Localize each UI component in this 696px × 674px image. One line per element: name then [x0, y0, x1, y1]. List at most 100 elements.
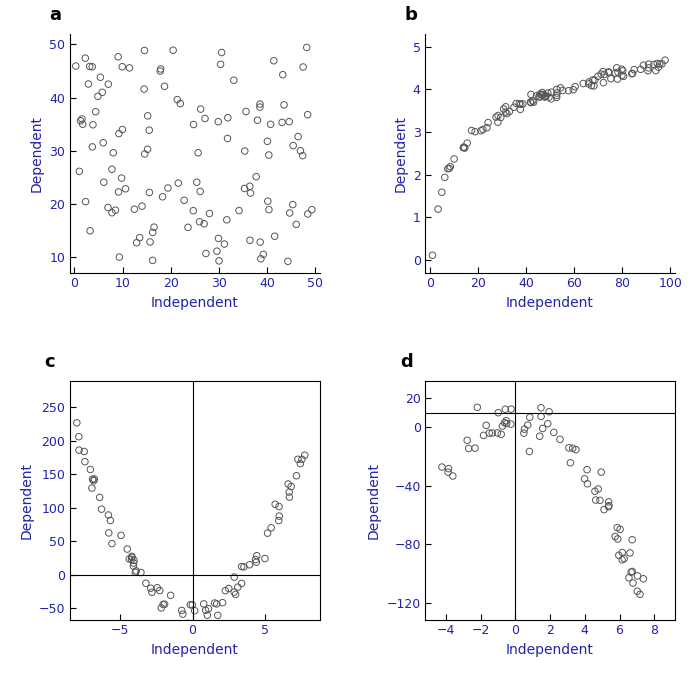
Point	[128, 561, 139, 572]
Point	[458, 142, 469, 152]
Point	[103, 528, 114, 539]
Point	[617, 547, 628, 558]
Point	[222, 133, 233, 144]
Text: c: c	[45, 353, 55, 371]
Point	[603, 67, 614, 78]
Point	[292, 131, 303, 142]
Point	[444, 163, 455, 174]
Y-axis label: Dependent: Dependent	[393, 115, 407, 192]
Point	[617, 65, 628, 76]
Point	[615, 524, 626, 534]
Point	[535, 89, 546, 100]
Point	[236, 578, 247, 589]
Point	[172, 94, 183, 105]
Point	[306, 204, 317, 215]
Point	[126, 552, 137, 563]
Point	[519, 428, 530, 439]
Point	[134, 233, 145, 243]
Point	[626, 566, 638, 577]
Point	[124, 553, 135, 564]
Point	[98, 177, 109, 187]
Point	[618, 71, 629, 82]
Point	[103, 510, 114, 520]
Point	[538, 89, 549, 100]
Point	[624, 547, 635, 558]
Point	[626, 534, 638, 545]
Point	[284, 208, 295, 218]
Point	[252, 115, 263, 125]
Point	[643, 63, 654, 73]
Point	[546, 87, 557, 98]
Point	[603, 500, 615, 511]
Point	[203, 603, 214, 614]
Point	[475, 125, 487, 136]
Point	[130, 567, 141, 578]
Point	[555, 82, 566, 93]
Point	[185, 599, 196, 610]
Point	[492, 427, 503, 438]
Point	[244, 181, 255, 191]
Point	[155, 63, 166, 74]
Point	[632, 586, 643, 596]
Point	[80, 196, 91, 207]
Point	[459, 143, 470, 154]
Point	[131, 237, 142, 248]
Point	[583, 77, 594, 88]
Point	[274, 511, 285, 522]
Point	[274, 501, 285, 512]
Point	[484, 428, 495, 439]
Point	[296, 454, 308, 465]
Point	[443, 467, 454, 478]
Y-axis label: Dependent: Dependent	[30, 115, 44, 192]
Point	[525, 96, 536, 107]
Point	[200, 113, 211, 124]
Point	[269, 231, 280, 242]
Point	[427, 250, 438, 261]
Point	[295, 146, 306, 156]
Point	[546, 94, 557, 104]
Point	[79, 456, 90, 467]
Point	[147, 227, 158, 238]
Point	[116, 530, 127, 541]
Point	[542, 88, 553, 98]
Point	[215, 59, 226, 69]
Point	[463, 443, 474, 454]
Point	[594, 495, 606, 506]
Point	[162, 183, 173, 193]
Point	[142, 144, 153, 154]
Point	[108, 148, 119, 158]
Point	[102, 202, 113, 213]
Point	[632, 570, 643, 581]
Point	[563, 86, 574, 96]
Point	[71, 417, 82, 428]
Point	[113, 187, 124, 197]
Point	[590, 75, 601, 86]
Point	[124, 63, 135, 73]
Point	[493, 407, 504, 418]
Point	[254, 102, 265, 113]
Point	[269, 499, 280, 510]
Point	[612, 73, 623, 84]
Point	[283, 256, 294, 267]
Point	[537, 87, 548, 98]
Point	[651, 632, 662, 642]
Point	[500, 404, 511, 415]
Point	[120, 183, 131, 194]
Point	[244, 235, 255, 245]
Point	[469, 443, 480, 454]
Point	[156, 603, 167, 613]
Point	[592, 71, 603, 82]
Point	[168, 45, 179, 56]
Point	[610, 531, 621, 542]
Point	[200, 605, 211, 615]
Point	[592, 483, 603, 494]
X-axis label: Independent: Independent	[506, 296, 594, 310]
Point	[240, 106, 251, 117]
Point	[525, 89, 537, 100]
Point	[258, 249, 269, 259]
Point	[85, 464, 96, 475]
Text: b: b	[405, 6, 418, 24]
Point	[617, 70, 628, 81]
Point	[277, 69, 288, 80]
Point	[548, 427, 560, 438]
